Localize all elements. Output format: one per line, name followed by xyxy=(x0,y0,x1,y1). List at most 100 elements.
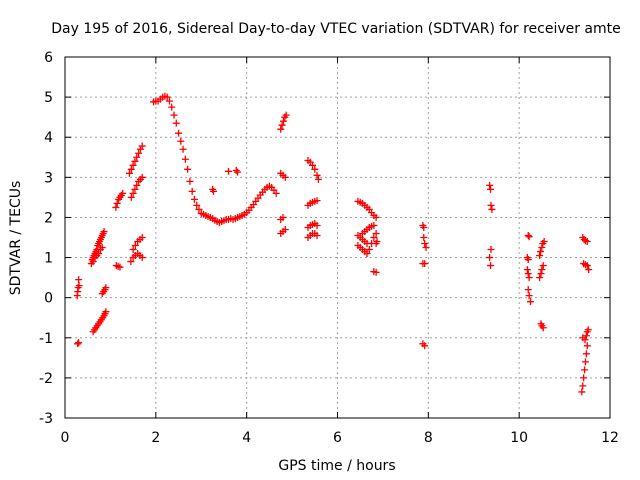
y-tick-label: 0 xyxy=(44,291,53,307)
data-point xyxy=(539,324,547,332)
data-point xyxy=(168,103,176,111)
data-point xyxy=(583,342,591,350)
data-point xyxy=(89,258,97,266)
data-point xyxy=(421,240,429,248)
data-point xyxy=(225,167,232,175)
data-point xyxy=(365,246,373,254)
data-point xyxy=(163,93,171,101)
x-tick-label: 4 xyxy=(242,430,251,446)
y-tick-label: 3 xyxy=(44,170,53,186)
data-point xyxy=(581,358,589,366)
data-point xyxy=(313,221,321,229)
data-point xyxy=(372,268,380,276)
y-tick-label: -2 xyxy=(39,371,53,387)
data-point xyxy=(116,263,124,271)
data-point xyxy=(172,119,180,127)
data-point xyxy=(583,238,591,246)
data-point xyxy=(488,205,496,213)
data-point xyxy=(585,266,593,274)
data-point xyxy=(370,221,378,229)
y-tick-label: 6 xyxy=(44,50,53,66)
y-tick-label: -3 xyxy=(39,411,53,427)
data-point xyxy=(131,185,139,193)
data-point xyxy=(579,334,587,342)
data-point xyxy=(133,181,141,189)
data-point xyxy=(133,153,141,161)
data-point xyxy=(536,274,544,282)
data-point xyxy=(421,342,429,350)
data-point xyxy=(487,246,495,254)
data-point xyxy=(421,260,429,268)
x-tick-label: 0 xyxy=(61,430,70,446)
data-point xyxy=(372,229,380,237)
data-point xyxy=(113,199,121,207)
y-axis-label: SDTVAR / TECUs xyxy=(8,181,24,296)
data-point xyxy=(524,231,532,239)
data-point xyxy=(119,189,127,197)
x-tick-label: 2 xyxy=(151,430,160,446)
data-point xyxy=(102,284,110,292)
y-tick-label: -1 xyxy=(39,331,53,347)
data-point xyxy=(95,250,103,258)
data-point xyxy=(131,157,139,165)
data-point xyxy=(181,155,189,163)
data-point xyxy=(309,161,317,169)
data-point xyxy=(138,142,146,150)
data-point xyxy=(129,246,137,254)
data-point xyxy=(138,173,146,181)
y-tick-labels: -3 -2 -1 0 1 2 3 4 5 6 xyxy=(39,50,53,427)
y-tick-label: 1 xyxy=(44,251,53,267)
data-point xyxy=(138,254,146,262)
data-point xyxy=(581,366,589,374)
data-point xyxy=(370,234,378,241)
data-point xyxy=(540,238,548,246)
data-point xyxy=(277,125,285,133)
data-point xyxy=(279,213,287,221)
chart-title: Day 195 of 2016, Sidereal Day-to-day VTE… xyxy=(51,21,621,37)
data-point xyxy=(420,234,428,241)
data-point xyxy=(75,276,83,284)
data-point xyxy=(584,326,592,334)
data-point xyxy=(582,332,590,340)
data-point xyxy=(179,145,187,153)
x-axis-label: GPS time / hours xyxy=(278,458,395,474)
data-point xyxy=(75,339,83,347)
data-point xyxy=(170,111,178,119)
data-point xyxy=(422,244,430,252)
x-tick-label: 6 xyxy=(333,430,342,446)
data-point xyxy=(538,266,546,274)
data-point xyxy=(190,195,198,203)
data-point xyxy=(524,256,532,264)
data-point xyxy=(98,244,106,252)
data-point xyxy=(129,161,137,169)
data-point xyxy=(127,258,135,266)
data-point xyxy=(100,227,108,235)
data-point xyxy=(74,340,82,348)
data-point xyxy=(536,252,544,260)
data-point xyxy=(175,129,183,137)
data-point xyxy=(282,111,290,119)
data-point xyxy=(186,177,194,185)
x-tick-label: 8 xyxy=(424,430,433,446)
data-point xyxy=(525,292,533,300)
data-point xyxy=(313,231,321,239)
data-point xyxy=(210,187,218,195)
data-point xyxy=(582,350,590,358)
data-point xyxy=(127,193,135,201)
data-point xyxy=(278,121,286,129)
data-point xyxy=(487,185,495,193)
data-point xyxy=(487,201,495,209)
data-point xyxy=(525,274,533,282)
data-point xyxy=(75,282,83,290)
grid-lines xyxy=(65,57,610,418)
data-point xyxy=(524,270,532,278)
data-point xyxy=(177,137,185,145)
data-point xyxy=(363,250,371,258)
y-tick-label: 5 xyxy=(44,90,53,106)
x-tick-label: 12 xyxy=(601,430,619,446)
data-point xyxy=(281,225,289,233)
data-point xyxy=(188,187,196,195)
data-point xyxy=(487,262,495,270)
data-point xyxy=(313,197,321,205)
